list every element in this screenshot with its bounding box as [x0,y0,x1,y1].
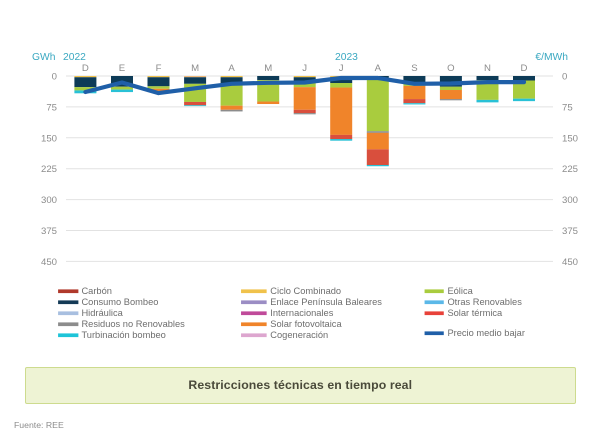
svg-text:Consumo Bombeo: Consumo Bombeo [81,297,158,307]
svg-text:Precio medio bajar: Precio medio bajar [447,328,525,338]
svg-text:Ciclo Combinado: Ciclo Combinado [270,286,341,296]
svg-text:€/MWh: €/MWh [535,52,568,63]
svg-text:Cogeneración: Cogeneración [270,330,328,340]
svg-text:A: A [228,63,235,74]
svg-text:75: 75 [562,102,573,113]
svg-text:300: 300 [562,195,578,206]
svg-text:J: J [302,63,307,74]
svg-text:150: 150 [562,133,578,144]
svg-text:J: J [339,63,344,74]
svg-text:A: A [375,63,382,74]
svg-text:Hidráulica: Hidráulica [81,308,123,318]
svg-text:2023: 2023 [335,52,358,63]
svg-text:300: 300 [41,195,57,206]
svg-text:Turbinación bombeo: Turbinación bombeo [81,330,165,340]
svg-text:Enlace Península Baleares: Enlace Península Baleares [270,297,382,307]
svg-text:S: S [411,63,417,74]
svg-text:225: 225 [562,164,578,175]
svg-text:Solar térmica: Solar térmica [447,308,503,318]
svg-text:Internacionales: Internacionales [270,308,333,318]
svg-text:E: E [119,63,125,74]
svg-text:D: D [82,63,89,74]
svg-text:GWh: GWh [32,52,56,63]
svg-text:450: 450 [562,257,578,268]
svg-text:75: 75 [46,102,57,113]
svg-text:F: F [156,63,162,74]
svg-text:M: M [191,63,199,74]
svg-text:Otras Renovables: Otras Renovables [447,297,522,307]
svg-text:375: 375 [41,226,57,237]
svg-text:2022: 2022 [63,52,86,63]
svg-text:Eólica: Eólica [447,286,473,296]
svg-text:150: 150 [41,133,57,144]
svg-text:N: N [484,63,491,74]
svg-text:450: 450 [41,257,57,268]
svg-text:Carbón: Carbón [81,286,112,296]
svg-text:375: 375 [562,226,578,237]
svg-text:0: 0 [562,72,567,83]
svg-text:D: D [521,63,528,74]
svg-text:225: 225 [41,164,57,175]
svg-text:O: O [447,63,454,74]
svg-text:Residuos no Renovables: Residuos no Renovables [81,319,185,329]
svg-text:0: 0 [52,72,57,83]
svg-text:M: M [264,63,272,74]
svg-text:Solar fotovoltaica: Solar fotovoltaica [270,319,342,329]
